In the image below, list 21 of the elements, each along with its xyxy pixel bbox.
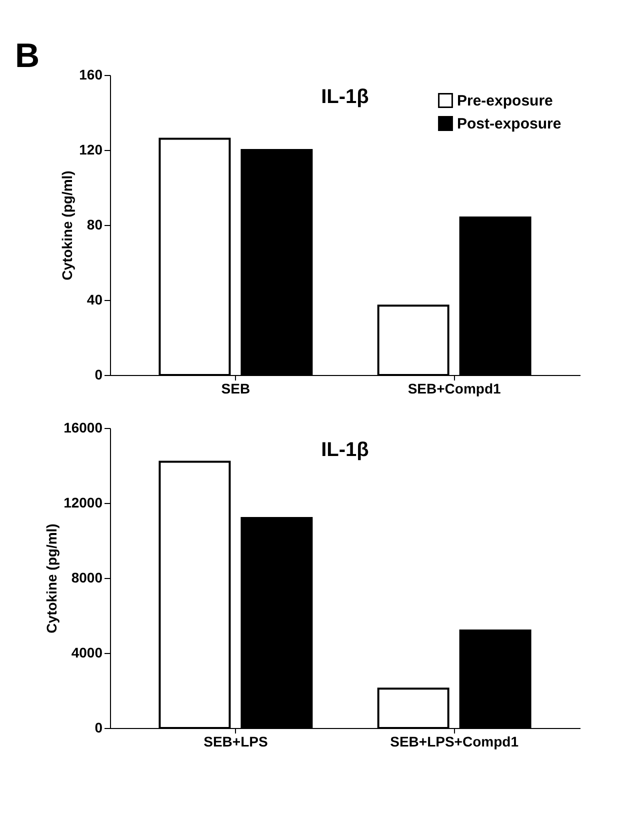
x-tick-label: SEB+LPS+Compd1 xyxy=(390,734,519,750)
y-axis-title: Cytokine (pg/ml) xyxy=(59,170,76,280)
y-tick-label: 160 xyxy=(79,66,103,82)
y-tick-label: 8000 xyxy=(71,570,103,586)
y-tick-label: 40 xyxy=(86,292,103,308)
y-tick-label: 120 xyxy=(79,142,103,158)
x-tick-label: SEB+LPS xyxy=(204,734,268,750)
y-tick-label: 0 xyxy=(94,366,103,382)
y-tick-label: 80 xyxy=(86,216,103,232)
text: B xyxy=(15,37,40,75)
x-tick-label: SEB+Compd1 xyxy=(408,380,501,396)
text: IL-1β xyxy=(321,86,369,108)
x-tick-label: SEB xyxy=(221,380,250,396)
y-tick-label: 4000 xyxy=(71,644,103,660)
text: IL-1β xyxy=(321,439,369,461)
legend-label: Pre-exposure xyxy=(457,92,553,110)
y-tick-label: 12000 xyxy=(64,494,103,510)
y-tick-label: 16000 xyxy=(64,420,103,436)
legend-label: Post-exposure xyxy=(457,116,562,132)
y-tick-label: 0 xyxy=(94,720,103,736)
y-axis-title: Cytokine (pg/ml) xyxy=(44,524,60,634)
